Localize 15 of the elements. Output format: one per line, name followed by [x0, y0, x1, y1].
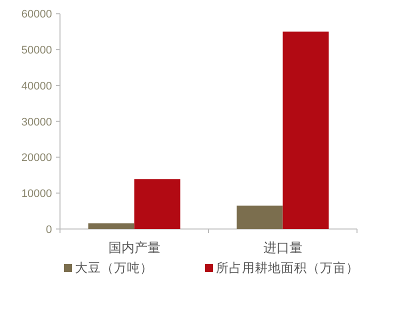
y-tick-label: 10000: [21, 188, 52, 200]
y-tick-label: 20000: [21, 152, 52, 164]
legend-label: 所占用耕地面积（万亩）: [216, 260, 359, 275]
x-tick-label: 进口量: [263, 240, 302, 255]
y-tick-label: 50000: [21, 44, 52, 57]
x-tick-label: 国内产量: [108, 240, 160, 255]
legend-label: 大豆（万吨）: [75, 261, 153, 275]
y-tick-label: 30000: [21, 116, 52, 128]
y-tick-label: 40000: [21, 80, 52, 92]
bar: [134, 179, 180, 229]
y-tick-label: 0: [46, 224, 52, 236]
bar: [236, 206, 283, 229]
bar: [282, 32, 329, 229]
y-tick-label: 60000: [21, 8, 52, 21]
bar: [88, 223, 134, 229]
